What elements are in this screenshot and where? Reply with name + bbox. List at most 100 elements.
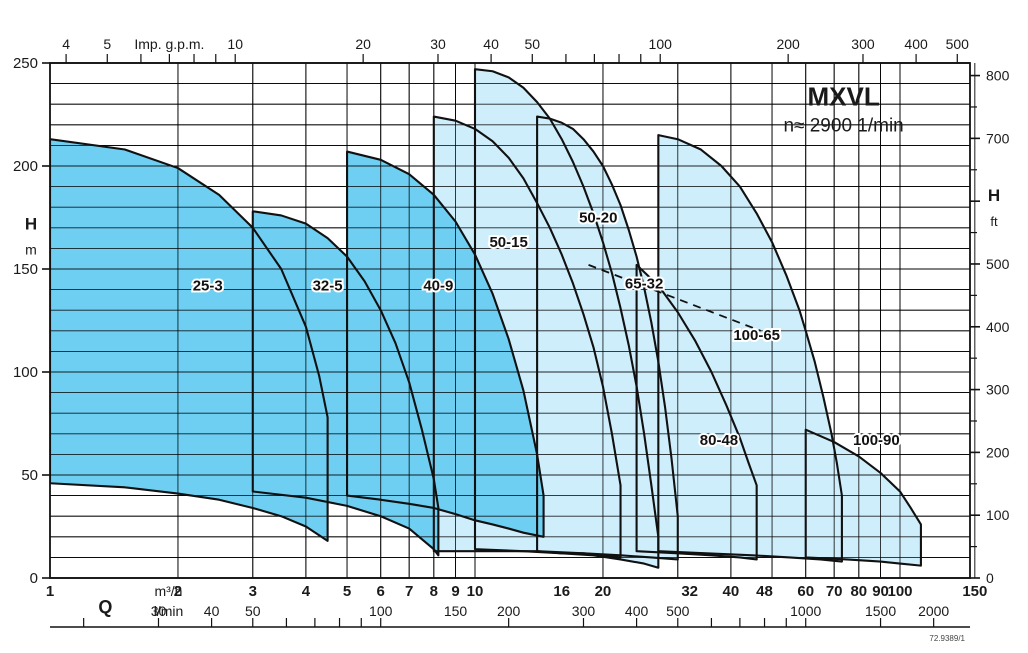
bottom-axis-tick-70: 70 <box>826 583 843 600</box>
bottom-axis-symbol: Q <box>98 597 112 617</box>
bottom-axis2-tick-300: 300 <box>572 603 596 619</box>
top-axis-tick-500: 500 <box>946 36 970 52</box>
top-axis-tick-50: 50 <box>524 36 540 52</box>
bottom-axis2-tick-500: 500 <box>666 603 690 619</box>
top-axis: 4 5 10 20 30 40 50 100 200 300 400 500 Imp. g.p.m. <box>62 36 969 63</box>
series-label-halo-100-65: 100-65 <box>733 327 780 344</box>
left-axis-tick-200: 200 <box>13 158 38 175</box>
pump-outline-40-9 <box>346 150 545 538</box>
right-axis-unit: ft <box>990 214 998 229</box>
bottom-axis-tick-3: 3 <box>249 583 257 600</box>
right-axis-tick-100: 100 <box>986 507 1010 523</box>
series-label-80-48[interactable]: 80-48 <box>700 432 738 449</box>
bottom-axis-unit: m³/h <box>154 583 182 599</box>
bottom-axis-tick-48: 48 <box>756 583 773 600</box>
right-axis-tick-200: 200 <box>986 444 1010 460</box>
bottom-axis2-tick-1500: 1500 <box>865 603 896 619</box>
top-axis-label: Imp. g.p.m. <box>134 36 204 52</box>
top-axis-tick-200: 200 <box>776 36 800 52</box>
series-label-100-90[interactable]: 100-90 <box>853 432 900 449</box>
plot-frame <box>49 62 971 579</box>
series-label-25-3[interactable]: 25-3 <box>193 277 223 294</box>
top-axis-tick-20: 20 <box>355 36 371 52</box>
series-label-halo-80-48: 80-48 <box>700 432 738 449</box>
top-axis-tick-40: 40 <box>483 36 499 52</box>
right-axis-tick-0: 0 <box>986 570 994 586</box>
top-axis-tick-5: 5 <box>103 36 111 52</box>
right-axis-tick-500: 500 <box>986 256 1010 272</box>
bottom-axis-tick-6: 6 <box>377 583 385 600</box>
series-label-halo-32-5: 32-5 <box>313 277 343 294</box>
series-label-40-9[interactable]: 40-9 <box>423 277 453 294</box>
bottom-axis-secondary: 30 40 50 100 150 200 300 400 500 1000 1500 2000 l/mi… <box>50 603 970 628</box>
pump-outline-80-48 <box>635 263 758 561</box>
top-axis-tick-10: 10 <box>227 36 243 52</box>
right-axis-tick-700: 700 <box>986 130 1010 146</box>
pump-envelope-40-9[interactable] <box>347 151 544 537</box>
top-axis-tick-100: 100 <box>649 36 673 52</box>
bottom-axis-tick-8: 8 <box>430 583 438 600</box>
bottom-axis-tick-90: 90 <box>872 583 889 600</box>
left-axis-tick-100: 100 <box>13 364 38 381</box>
left-axis: 0 50 100 150 200 250 Hm <box>13 55 50 587</box>
series-label-100-65[interactable]: 100-65 <box>733 327 780 344</box>
series-label-halo-50-20: 50-20 <box>579 210 617 227</box>
bottom-axis2-unit: l/min <box>154 603 184 619</box>
series-label-halo-40-9: 40-9 <box>423 277 453 294</box>
top-axis-tick-400: 400 <box>904 36 928 52</box>
bottom-axis2-tick-400: 400 <box>625 603 649 619</box>
left-axis-symbol: H <box>25 215 37 234</box>
bottom-axis-tick-2: 2 <box>174 583 182 600</box>
series-label-halo-50-15: 50-15 <box>489 234 527 251</box>
title-box: MXVL n≈ 2900 1/min <box>783 81 903 136</box>
pump-envelope-80-48[interactable] <box>636 264 757 560</box>
pump-outline-50-20 <box>473 68 660 569</box>
right-axis: 0 100 200 300 400 500 700 800 Hft <box>970 68 1010 586</box>
series-label-32-5[interactable]: 32-5 <box>313 277 343 294</box>
series-label-65-32[interactable]: 65-32 <box>625 275 663 292</box>
series-label-halo-100-90: 100-90 <box>853 432 900 449</box>
left-axis-tick-50: 50 <box>21 467 38 484</box>
top-axis-tick-4: 4 <box>62 36 70 52</box>
annotation-dashed-transition-line <box>588 264 761 332</box>
bottom-axis-tick-20: 20 <box>595 583 612 600</box>
top-axis-tick-300: 300 <box>851 36 875 52</box>
bottom-axis-tick-32: 32 <box>681 583 698 600</box>
bottom-axis-tick-100: 100 <box>887 583 912 600</box>
series-labels: 25-325-3 32-532-5 40-940-950-1550-1550-205… <box>191 208 902 451</box>
bottom-axis-tick-60: 60 <box>797 583 814 600</box>
bottom-axis2-tick-1000: 1000 <box>790 603 821 619</box>
bottom-axis-tick-7: 7 <box>405 583 413 600</box>
envelope-group-dark <box>50 139 544 556</box>
bottom-axis-tick-40: 40 <box>723 583 740 600</box>
envelope-outlines <box>50 68 922 569</box>
pump-outline-32-5 <box>251 210 440 557</box>
series-label-halo-25-3: 25-3 <box>193 277 223 294</box>
right-axis-symbol: H <box>988 186 1000 205</box>
bottom-axis-tick-1: 1 <box>46 583 54 600</box>
right-axis-tick-400: 400 <box>986 319 1010 335</box>
bottom-axis2-tick-150: 150 <box>444 603 468 619</box>
right-axis-tick-800: 800 <box>986 68 1010 84</box>
bottom-axis2-tick-30: 30 <box>151 603 167 619</box>
speed-label: n≈ 2900 1/min <box>783 115 903 136</box>
left-axis-unit: m <box>25 241 37 257</box>
bottom-axis-tick-5: 5 <box>343 583 351 600</box>
bottom-axis-tick-16: 16 <box>553 583 570 600</box>
series-label-50-20[interactable]: 50-20 <box>579 210 617 227</box>
pump-outline-65-32 <box>536 115 679 561</box>
pump-outline-100-65 <box>657 134 843 563</box>
bottom-axis-tick-150: 150 <box>962 583 987 600</box>
right-axis-tick-300: 300 <box>986 382 1010 398</box>
bottom-axis-tick-80: 80 <box>850 583 867 600</box>
left-axis-tick-0: 0 <box>30 570 38 587</box>
pump-outline-100-90 <box>804 428 922 567</box>
bottom-axis2-tick-40: 40 <box>204 603 220 619</box>
series-label-50-15[interactable]: 50-15 <box>489 234 527 251</box>
footer-code: 72.9389/1 <box>929 634 965 643</box>
series-label-halo-65-32: 65-32 <box>625 275 663 292</box>
pump-outline-25-3 <box>50 138 329 542</box>
